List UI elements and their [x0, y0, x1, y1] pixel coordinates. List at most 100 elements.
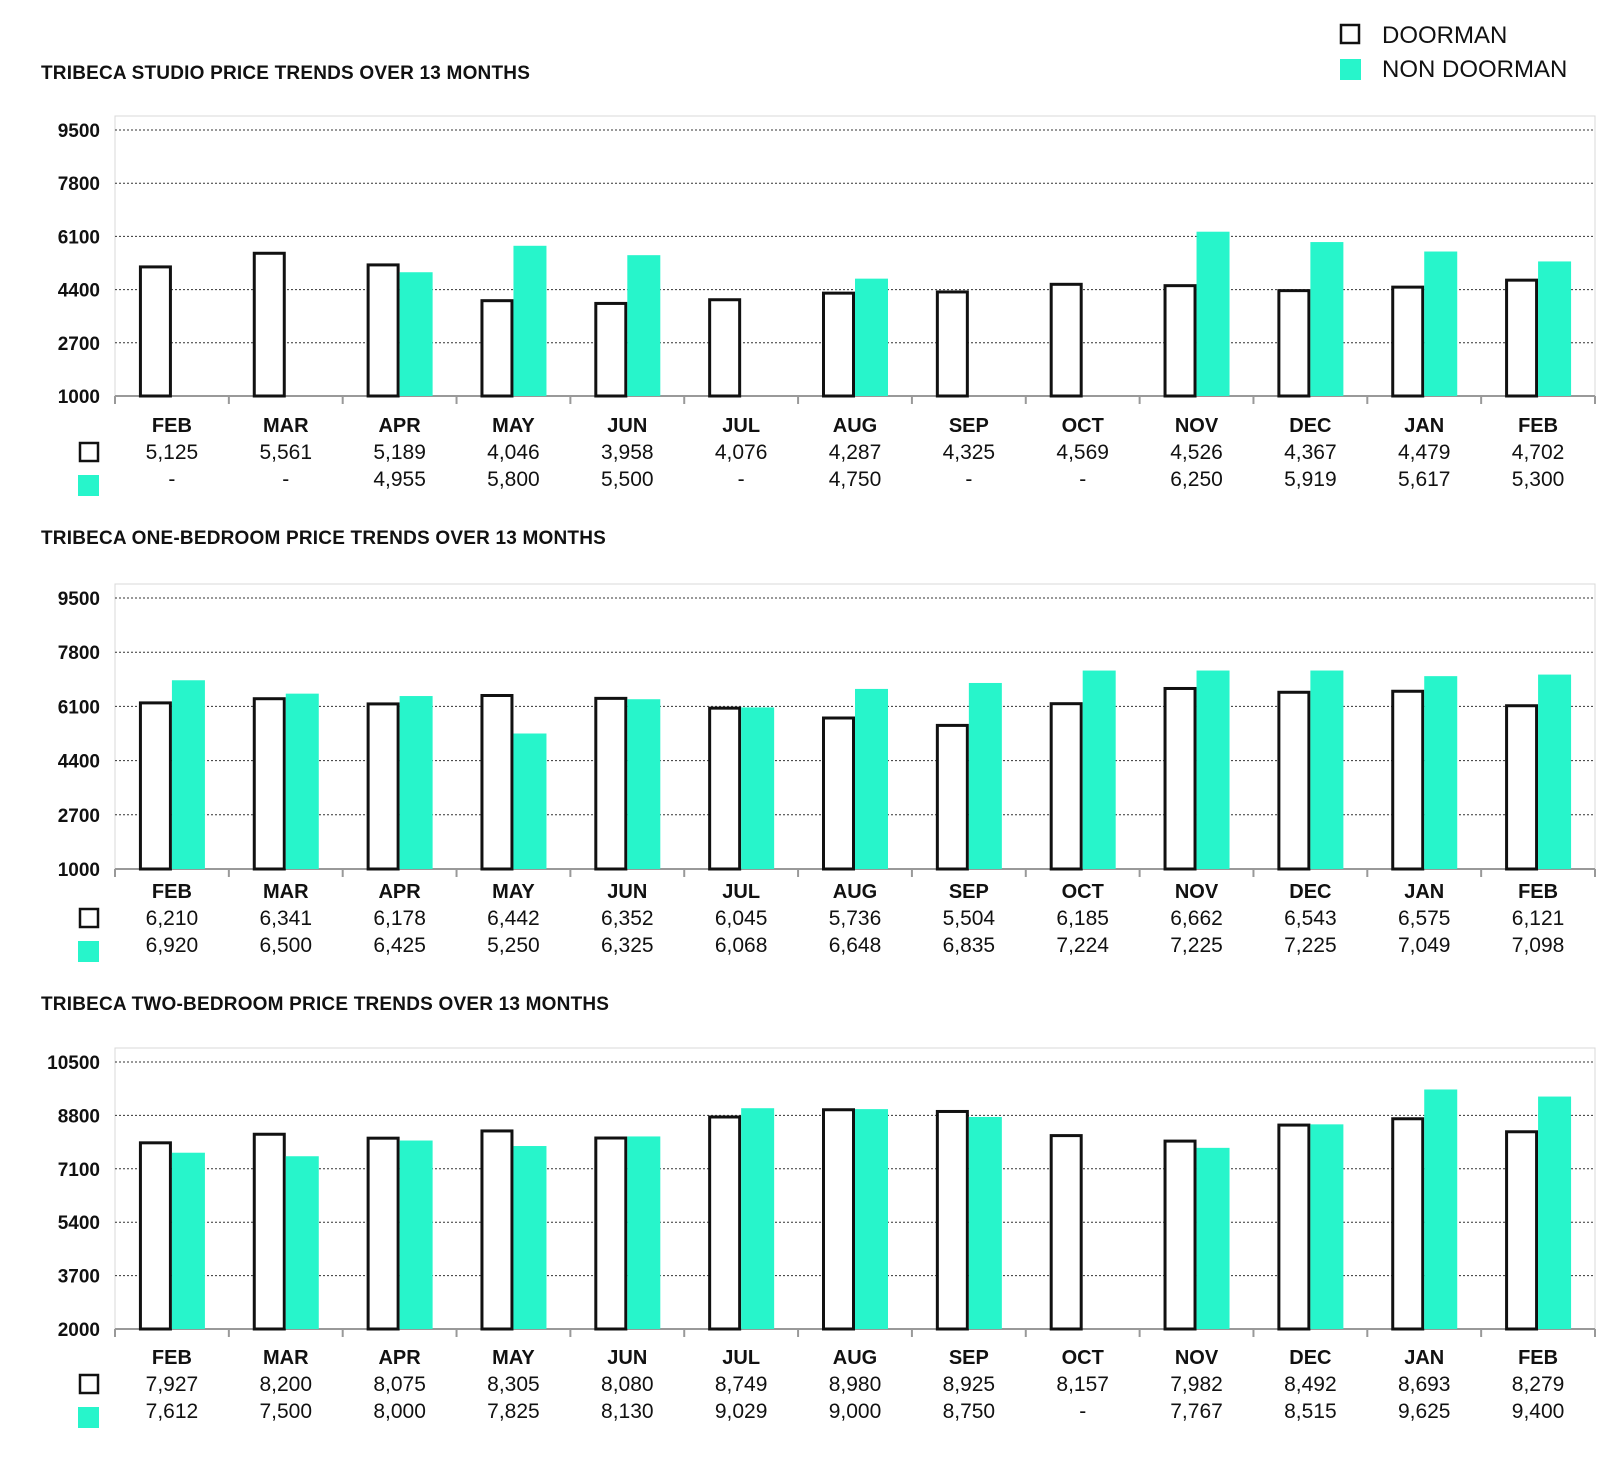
x-tick-label: MAY	[492, 1347, 535, 1369]
data-label-non-doorman: 5,800	[487, 468, 540, 491]
row-marker-doorman	[78, 907, 100, 929]
bar-doorman	[1277, 1123, 1311, 1331]
bar-doorman	[1049, 1134, 1083, 1331]
data-label-non-doorman: 8,000	[373, 1400, 426, 1423]
bar-doorman	[1391, 689, 1425, 871]
data-label-non-doorman: 9,400	[1512, 1400, 1565, 1423]
bar-doorman	[594, 696, 628, 871]
data-label-non-doorman: 7,500	[259, 1400, 312, 1423]
x-tick-label: FEB	[152, 415, 192, 437]
x-tick-label: MAY	[492, 415, 535, 437]
bar-doorman	[1163, 686, 1197, 871]
x-tick-label: SEP	[949, 1347, 989, 1369]
bar-doorman	[822, 716, 855, 871]
x-tick-label: OCT	[1062, 881, 1104, 903]
data-label-doorman: 6,185	[1056, 907, 1109, 930]
x-tick-label: DEC	[1289, 1347, 1331, 1369]
data-label-non-doorman: 6,250	[1170, 468, 1223, 491]
bar-doorman	[138, 701, 172, 871]
bar-doorman	[1505, 278, 1539, 398]
data-label-non-doorman: -	[965, 468, 972, 491]
data-label-doorman: 7,982	[1170, 1373, 1223, 1396]
data-label-non-doorman: -	[738, 468, 745, 491]
bar-doorman	[1163, 1139, 1197, 1331]
bar-doorman	[1277, 289, 1311, 398]
data-label-non-doorman: -	[1079, 468, 1086, 491]
data-label-non-doorman: 9,029	[715, 1400, 768, 1423]
data-label-doorman: 8,157	[1056, 1373, 1109, 1396]
data-label-non-doorman: 5,300	[1512, 468, 1565, 491]
data-label-doorman: 6,121	[1512, 907, 1565, 930]
bar-doorman	[1277, 690, 1311, 871]
data-label-non-doorman: 6,920	[146, 934, 199, 957]
row-marker-non-doorman	[78, 1407, 99, 1428]
data-label-doorman: 8,492	[1284, 1373, 1337, 1396]
bar-doorman	[935, 723, 969, 871]
x-tick-label: SEP	[949, 415, 989, 437]
bar-non-doorman	[171, 680, 205, 869]
y-tick-label: 4400	[58, 281, 100, 302]
data-label-non-doorman: 6,068	[715, 934, 768, 957]
x-tick-label: JAN	[1404, 415, 1444, 437]
x-tick-label: FEB	[1518, 415, 1558, 437]
bar-non-doorman	[1082, 670, 1116, 869]
y-tick-label: 1000	[58, 387, 100, 408]
chart-2: TRIBECA ONE-BEDROOM PRICE TRENDS OVER 13…	[41, 528, 1596, 962]
bar-non-doorman	[968, 1116, 1002, 1329]
chart-3: TRIBECA TWO-BEDROOM PRICE TRENDS OVER 13…	[41, 994, 1596, 1428]
y-tick-label: 9500	[58, 589, 100, 610]
x-tick-label: SEP	[949, 881, 989, 903]
data-label-doorman: 4,076	[715, 441, 768, 464]
bar-non-doorman	[1196, 231, 1230, 396]
data-label-doorman: 5,504	[943, 907, 996, 930]
data-label-non-doorman: 7,767	[1170, 1400, 1223, 1423]
bar-doorman	[594, 1136, 628, 1331]
data-label-doorman: 5,736	[829, 907, 882, 930]
data-label-non-doorman: 4,955	[373, 468, 426, 491]
x-tick-label: FEB	[152, 1347, 192, 1369]
bar-doorman	[708, 1115, 742, 1331]
bar-non-doorman	[513, 1146, 547, 1329]
bar-doorman	[1505, 704, 1539, 871]
data-label-non-doorman: 6,325	[601, 934, 654, 957]
y-tick-label: 2700	[58, 334, 100, 355]
x-tick-label: AUG	[833, 881, 877, 903]
x-tick-label: OCT	[1062, 415, 1104, 437]
x-tick-label: APR	[378, 881, 421, 903]
x-tick-label: JUN	[607, 881, 647, 903]
data-label-doorman: 5,561	[259, 441, 312, 464]
bar-doorman	[822, 291, 855, 398]
bar-doorman	[480, 693, 514, 871]
data-label-doorman: 8,980	[829, 1373, 882, 1396]
data-label-doorman: 8,200	[259, 1373, 312, 1396]
x-tick-label: NOV	[1175, 415, 1219, 437]
data-label-doorman: 4,367	[1284, 441, 1337, 464]
data-label-non-doorman: 4,750	[829, 468, 882, 491]
bar-non-doorman	[399, 272, 433, 396]
chart-title: TRIBECA ONE-BEDROOM PRICE TRENDS OVER 13…	[41, 528, 606, 549]
data-label-doorman: 8,305	[487, 1373, 540, 1396]
y-tick-label: 9500	[58, 121, 100, 142]
data-label-non-doorman: 5,617	[1398, 468, 1451, 491]
bar-doorman	[252, 1132, 286, 1331]
legend-non-doorman-label: NON DOORMAN	[1382, 56, 1567, 83]
bar-non-doorman	[1310, 1124, 1344, 1329]
bar-non-doorman	[627, 255, 661, 396]
x-tick-label: JUL	[722, 415, 760, 437]
data-label-non-doorman: 7,825	[487, 1400, 540, 1423]
bar-non-doorman	[1424, 1089, 1458, 1329]
row-marker-non-doorman	[78, 941, 99, 962]
bar-doorman	[138, 265, 172, 398]
bar-doorman	[1505, 1130, 1539, 1331]
y-tick-label: 6100	[58, 227, 100, 248]
bar-non-doorman	[968, 682, 1002, 869]
row-marker-doorman	[78, 441, 100, 463]
data-label-doorman: 6,662	[1170, 907, 1223, 930]
x-tick-label: AUG	[833, 1347, 877, 1369]
legend: DOORMAN NON DOORMAN	[1339, 22, 1567, 83]
data-label-doorman: 5,125	[146, 441, 199, 464]
data-label-doorman: 4,702	[1512, 441, 1565, 464]
x-tick-label: JAN	[1404, 881, 1444, 903]
bar-doorman	[1049, 282, 1083, 398]
y-tick-label: 7100	[58, 1160, 100, 1181]
